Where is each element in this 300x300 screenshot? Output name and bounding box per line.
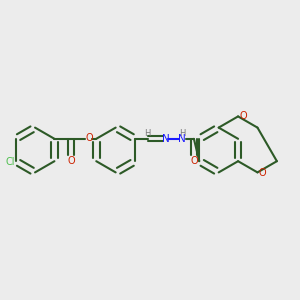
Text: N: N (178, 134, 186, 144)
Text: O: O (85, 133, 93, 143)
Text: O: O (190, 156, 198, 166)
Text: H: H (179, 129, 185, 138)
Text: O: O (259, 168, 266, 178)
Text: H: H (144, 129, 151, 138)
Text: N: N (162, 134, 170, 144)
Text: Cl: Cl (5, 158, 15, 167)
Text: O: O (239, 110, 247, 121)
Text: O: O (67, 156, 75, 166)
